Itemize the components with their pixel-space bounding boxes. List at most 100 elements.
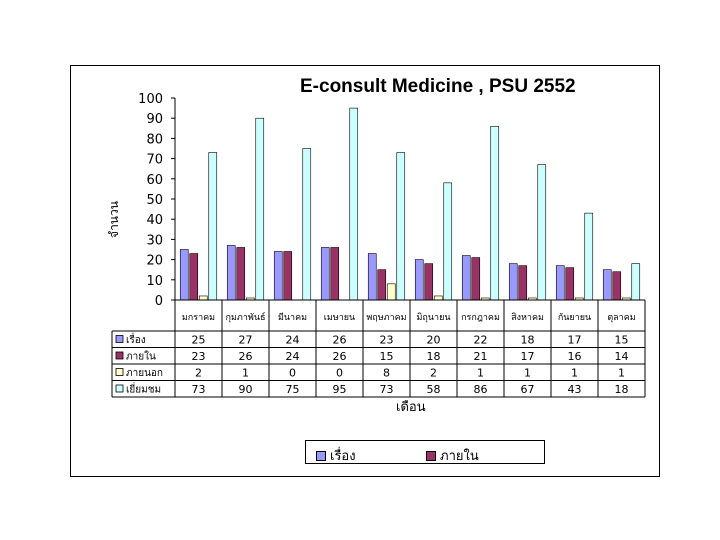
data-label: 26 <box>333 350 347 363</box>
y-tick-label: 60 <box>146 173 163 188</box>
bar <box>443 182 453 301</box>
data-label: 18 <box>427 350 441 363</box>
data-label: 14 <box>615 350 629 363</box>
data-label: 1 <box>524 367 531 380</box>
table-legend-swatch <box>115 351 124 360</box>
data-label: 23 <box>380 334 394 347</box>
bar <box>518 265 528 301</box>
bar <box>320 247 330 301</box>
x-tick-label: ตุลาคม <box>607 313 635 323</box>
bar <box>612 271 622 301</box>
data-label: 16 <box>568 350 582 363</box>
bar <box>396 152 406 301</box>
legend-swatch <box>426 450 436 461</box>
data-label: 0 <box>289 367 296 380</box>
y-tick-label: 90 <box>146 112 163 127</box>
legend-item: ภายใน <box>426 445 479 466</box>
data-label: 25 <box>192 334 206 347</box>
data-label: 23 <box>192 350 206 363</box>
bar <box>189 253 199 301</box>
y-tick-label: 30 <box>146 233 163 248</box>
data-label: 2 <box>195 367 202 380</box>
bar <box>179 249 189 301</box>
data-label: 58 <box>427 383 441 396</box>
data-label: 18 <box>615 383 629 396</box>
bar <box>461 255 471 301</box>
data-label: 1 <box>618 367 625 380</box>
data-label: 1 <box>477 367 484 380</box>
x-tick-label: มิถุนายน <box>416 312 450 323</box>
data-label: 75 <box>286 383 300 396</box>
bar <box>349 107 359 301</box>
data-label: 17 <box>521 350 535 363</box>
data-label: 18 <box>521 334 535 347</box>
data-label: 90 <box>239 383 253 396</box>
x-tick-label: สิงหาคม <box>511 312 544 323</box>
data-label: 8 <box>383 367 390 380</box>
bar <box>508 263 518 301</box>
bar <box>236 247 246 301</box>
data-label: 20 <box>427 334 441 347</box>
data-label: 26 <box>333 334 347 347</box>
bar <box>584 212 594 301</box>
legend-label: ภายใน <box>440 449 479 464</box>
data-label: 21 <box>474 350 488 363</box>
y-tick-label: 70 <box>146 153 163 168</box>
chart-title: E-consult Medicine , PSU 2552 <box>300 76 576 97</box>
table-row-label: ภายนอก <box>126 368 163 379</box>
bar <box>283 251 293 301</box>
y-tick-label: 10 <box>146 274 163 289</box>
x-tick-label: เมษายน <box>324 313 355 323</box>
x-tick-label: กรกฎาคม <box>461 313 500 323</box>
bar <box>367 253 377 301</box>
data-label: 86 <box>474 383 488 396</box>
data-label: 17 <box>568 334 582 347</box>
bar <box>565 267 575 301</box>
bar <box>377 269 387 301</box>
data-label: 95 <box>333 383 347 396</box>
bar <box>537 164 547 301</box>
data-label: 73 <box>192 383 206 396</box>
data-label: 22 <box>474 334 488 347</box>
bar <box>226 245 236 301</box>
legend-item: เรื่อง <box>316 445 356 466</box>
table-row-label: เรื่อง <box>126 332 146 346</box>
bar <box>602 269 612 301</box>
data-label: 0 <box>336 367 343 380</box>
bar <box>273 251 283 301</box>
bar <box>631 263 641 301</box>
x-tick-label: มกราคม <box>182 313 215 323</box>
x-tick-label: กุมภาพันธ์ <box>226 311 266 323</box>
y-tick-label: 80 <box>146 132 163 147</box>
data-label: 1 <box>242 367 249 380</box>
bar <box>302 148 312 301</box>
data-label: 67 <box>521 383 535 396</box>
data-label: 15 <box>380 350 394 363</box>
legend-label: เรื่อง <box>330 449 356 464</box>
data-label: 27 <box>239 334 253 347</box>
bar <box>330 247 340 301</box>
table-row-label: ภายใน <box>126 351 156 363</box>
y-tick-label: 40 <box>146 213 163 228</box>
bar <box>471 257 481 301</box>
data-label: 73 <box>380 383 394 396</box>
x-axis-label: เดือน <box>396 400 426 415</box>
bar <box>555 265 565 301</box>
y-tick-label: 50 <box>146 193 163 208</box>
legend-swatch <box>316 450 326 461</box>
x-tick-label: มีนาคม <box>278 312 307 323</box>
x-tick-label: กันยายน <box>558 313 591 323</box>
data-label: 26 <box>239 350 253 363</box>
y-tick-label: 100 <box>138 92 163 107</box>
y-tick-label: 0 <box>155 294 163 309</box>
data-label: 43 <box>568 383 582 396</box>
data-label: 24 <box>286 334 300 347</box>
chart-frame <box>70 65 660 477</box>
table-legend-swatch <box>115 384 124 393</box>
table-legend-swatch <box>115 368 124 376</box>
table-legend-swatch <box>115 335 124 343</box>
table-row-label: เยี่ยมชม <box>126 382 161 396</box>
bar <box>490 125 500 301</box>
bar <box>386 283 396 301</box>
